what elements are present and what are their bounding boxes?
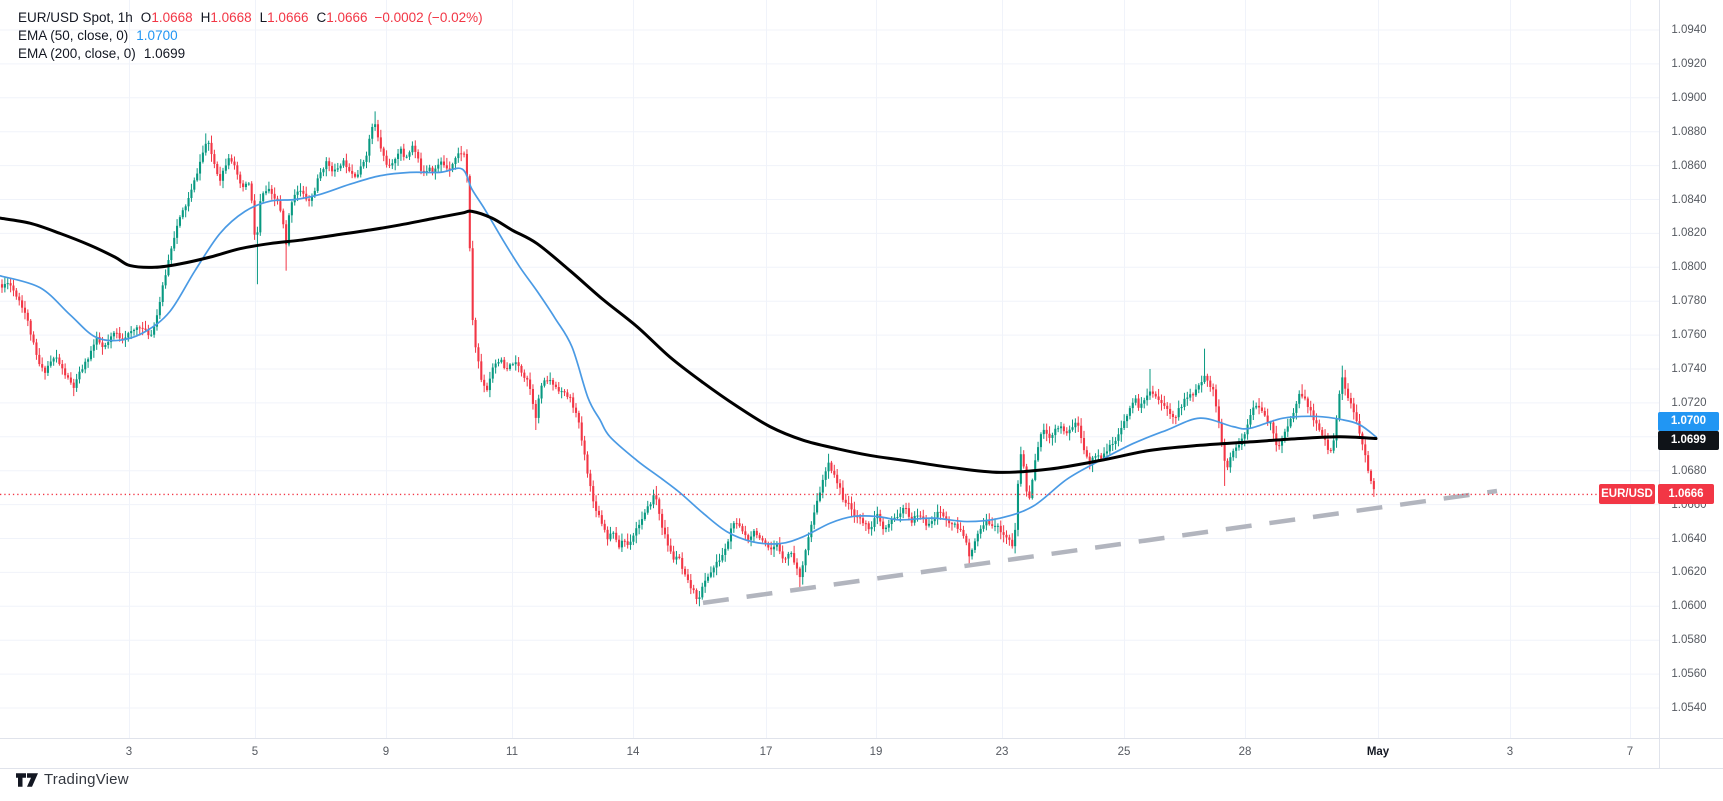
time-axis-label: May [1366, 746, 1390, 758]
ema200-price-badge: 1.0699 [1658, 431, 1719, 450]
price-axis-label: 1.0760 [1671, 329, 1707, 342]
open-value: 1.0668 [151, 10, 193, 25]
time-axis-label: 28 [1238, 746, 1252, 758]
price-axis-label: 1.0840 [1671, 193, 1707, 206]
ema200-value: 1.0699 [143, 46, 186, 61]
price-axis-label: 1.0680 [1671, 464, 1707, 477]
price-axis-label: 1.0640 [1671, 532, 1707, 545]
ohlc-close: C1.0666 [316, 10, 368, 25]
ema200-name: EMA (200, close, 0) [18, 46, 136, 61]
ema50-price-badge: 1.0700 [1658, 412, 1719, 431]
gridlines [0, 0, 1660, 739]
price-axis-label: 1.0540 [1671, 702, 1707, 714]
price-axis-label: 1.0720 [1671, 396, 1707, 409]
ohlc-low: L1.0666 [259, 10, 309, 25]
time-axis-label: 14 [626, 746, 640, 758]
symbol-price-label-badge: EUR/USD [1599, 484, 1655, 504]
time-axis-label: 7 [1626, 746, 1634, 758]
tradingview-logo[interactable]: TradingView [16, 771, 129, 788]
ohlc-open: O1.0668 [140, 10, 193, 25]
time-scale[interactable] [0, 739, 1723, 768]
tradingview-logo-text: TradingView [44, 771, 129, 788]
time-axis-label: 3 [1506, 746, 1514, 758]
price-axis-label: 1.0600 [1671, 600, 1707, 613]
time-axis-label: 17 [759, 746, 773, 758]
ohlc-high: H1.0668 [200, 10, 252, 25]
tradingview-logo-icon [16, 772, 38, 787]
time-axis-label: 23 [995, 746, 1009, 758]
ema50-line [0, 167, 1377, 545]
ema200-line [0, 209, 1378, 474]
price-axis-label: 1.0900 [1671, 91, 1707, 104]
price-axis-label: 1.0880 [1671, 125, 1707, 138]
price-axis-label: 1.0560 [1671, 668, 1707, 681]
price-axis-label: 1.0820 [1671, 227, 1707, 240]
symbol-title[interactable]: EUR/USD Spot, 1h [18, 10, 133, 25]
candles-layer [0, 111, 1375, 607]
legend-symbol-row[interactable]: EUR/USD Spot, 1h O1.0668 H1.0668 L1.0666 C1.… [18, 9, 483, 26]
ema50-name: EMA (50, close, 0) [18, 28, 129, 43]
price-axis-label: 1.0780 [1671, 295, 1707, 308]
legend-ema200-row[interactable]: EMA (200, close, 0) 1.0699 [18, 45, 483, 62]
time-axis-label: 5 [251, 746, 259, 758]
price-axis-label: 1.0740 [1671, 363, 1707, 375]
price-axis-label: 1.0860 [1671, 159, 1707, 172]
close-value: 1.0666 [326, 10, 368, 25]
price-axis-label: 1.0580 [1671, 634, 1707, 647]
time-axis-label: 25 [1117, 746, 1131, 758]
time-axis-label: 19 [869, 746, 883, 758]
time-axis-label: 11 [506, 746, 518, 758]
trendline[interactable] [702, 488, 1498, 606]
price-axis-label: 1.0940 [1671, 24, 1707, 36]
legend: EUR/USD Spot, 1h O1.0668 H1.0668 L1.0666 C1.… [18, 9, 483, 63]
legend-ema50-row[interactable]: EMA (50, close, 0) 1.0700 [18, 27, 483, 44]
time-axis-label: 9 [382, 746, 390, 758]
price-axis-label: 1.0800 [1671, 261, 1707, 274]
change-value: −0.0002 (−0.02%) [374, 10, 483, 25]
time-axis-label: 3 [125, 746, 133, 758]
low-value: 1.0666 [267, 10, 309, 25]
high-value: 1.0668 [210, 10, 252, 25]
price-axis-label: 1.0620 [1671, 566, 1707, 579]
ema50-value: 1.0700 [136, 28, 178, 43]
last-price-badge: 1.0666 [1658, 484, 1714, 504]
price-axis-label: 1.0920 [1671, 57, 1707, 70]
